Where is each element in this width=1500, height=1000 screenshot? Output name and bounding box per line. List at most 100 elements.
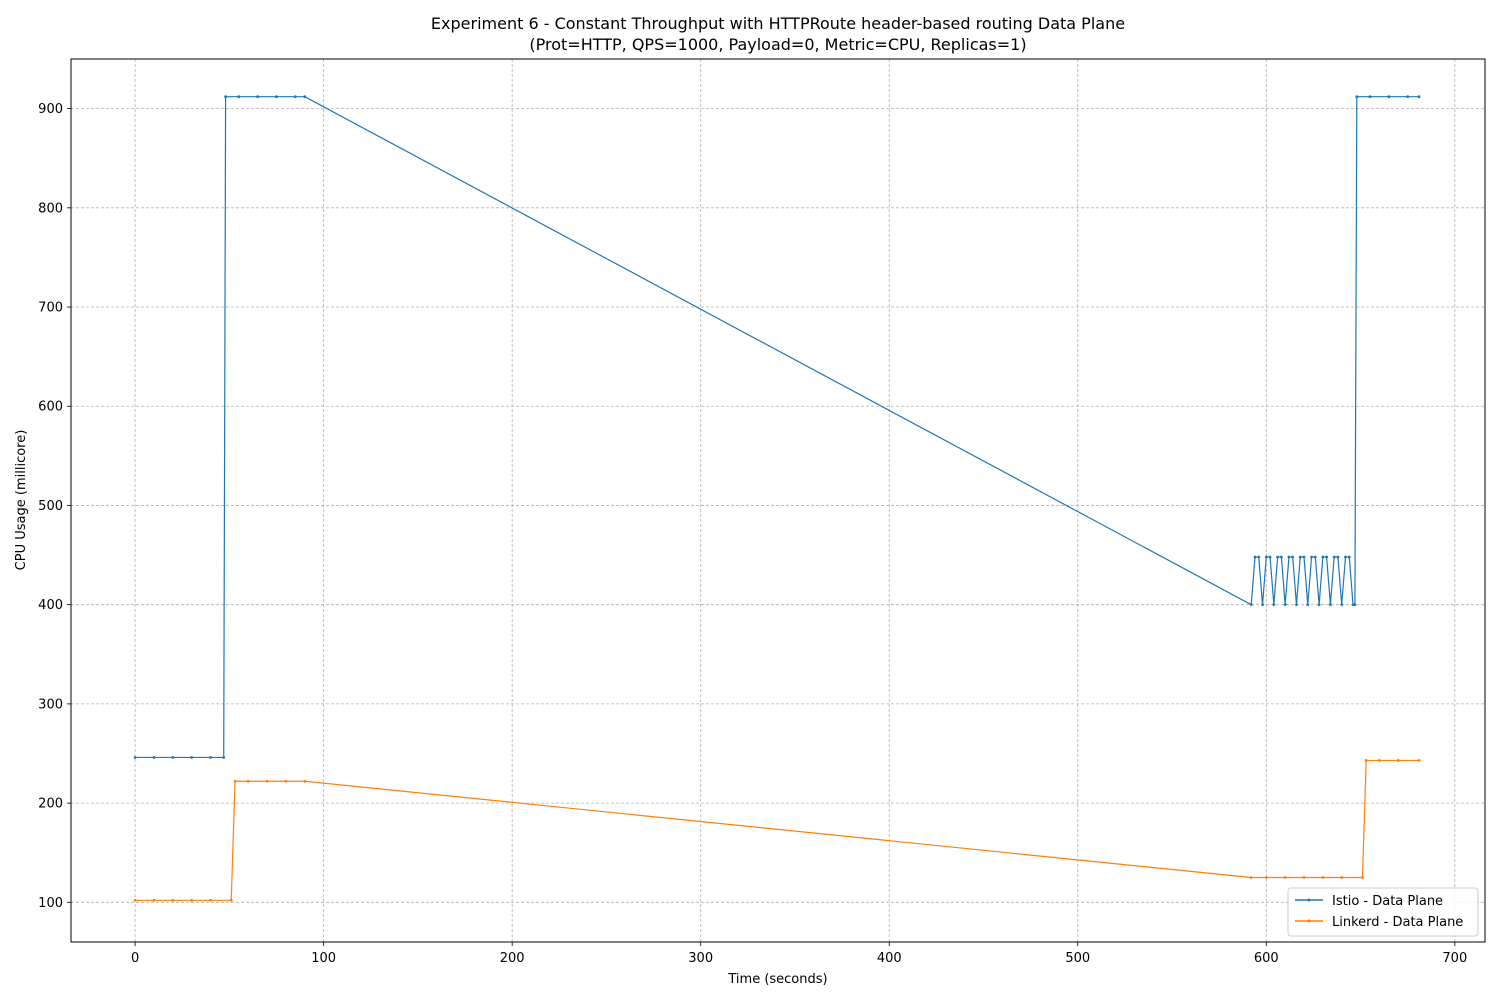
data-point <box>1291 555 1295 559</box>
chart-title: Experiment 6 - Constant Throughput with … <box>431 14 1125 33</box>
x-tick-label: 200 <box>500 951 525 966</box>
x-tick-label: 300 <box>688 951 713 966</box>
data-point <box>1340 603 1344 607</box>
data-point <box>237 95 241 99</box>
y-tick-label: 800 <box>38 201 63 216</box>
data-point <box>1268 555 1272 559</box>
x-tick-label: 500 <box>1065 951 1090 966</box>
data-point <box>1417 95 1421 99</box>
data-point <box>1329 603 1332 607</box>
data-point <box>1321 876 1325 879</box>
data-point <box>1276 555 1280 559</box>
data-point <box>1298 555 1302 559</box>
data-point <box>171 898 175 902</box>
data-point <box>1325 555 1329 559</box>
data-point <box>303 779 307 783</box>
y-tick-label: 200 <box>38 797 63 812</box>
data-point <box>233 779 237 783</box>
data-point <box>1336 555 1340 559</box>
data-point <box>1396 759 1400 762</box>
data-point <box>284 779 288 783</box>
data-point <box>1313 555 1317 559</box>
data-point <box>246 779 250 783</box>
data-point <box>1332 555 1336 559</box>
data-point <box>1378 759 1381 762</box>
data-point <box>209 898 212 902</box>
data-point <box>1406 95 1410 99</box>
x-tick-label: 0 <box>131 951 139 966</box>
data-point <box>275 95 278 99</box>
data-point <box>152 898 156 902</box>
data-point <box>256 95 260 99</box>
data-point <box>1283 603 1287 607</box>
data-point <box>1361 876 1364 879</box>
y-tick-label: 500 <box>38 499 63 514</box>
data-point <box>1287 555 1291 559</box>
data-point <box>1302 876 1306 879</box>
data-point <box>265 779 269 783</box>
x-tick-label: 100 <box>311 951 336 966</box>
y-tick-label: 300 <box>38 697 63 712</box>
y-tick-label: 900 <box>38 102 63 117</box>
data-point <box>1364 759 1368 762</box>
data-point <box>190 756 194 759</box>
legend-box <box>1287 887 1479 937</box>
data-point <box>1249 876 1253 879</box>
data-point <box>1302 555 1306 559</box>
data-point <box>1283 876 1287 879</box>
data-point <box>133 756 137 759</box>
data-point <box>222 756 226 759</box>
y-axis-label: CPU Usage (millicore) <box>14 430 29 571</box>
legend-marker-istio <box>1307 898 1311 902</box>
chart-subtitle: (Prot=HTTP, QPS=1000, Payload=0, Metric=… <box>529 35 1026 54</box>
data-point <box>1317 603 1321 607</box>
data-point <box>293 95 297 99</box>
y-tick-label: 100 <box>38 896 63 911</box>
data-point <box>1295 603 1298 607</box>
data-point <box>1344 555 1347 559</box>
y-tick-label: 400 <box>38 598 63 613</box>
legend-label-istio: Istio - Data Plane <box>1332 894 1443 909</box>
data-point <box>209 756 212 759</box>
data-point <box>1249 603 1253 607</box>
data-point <box>224 95 227 99</box>
legend-label-linkerd: Linkerd - Data Plane <box>1332 915 1463 930</box>
y-tick-label: 700 <box>38 301 63 316</box>
data-point <box>1272 603 1276 607</box>
series-line <box>135 96 1420 759</box>
data-point <box>1353 603 1357 607</box>
plot-area-frame <box>70 58 1486 943</box>
data-point <box>1264 876 1268 879</box>
x-tick-label: 600 <box>1254 951 1279 966</box>
data-point <box>1387 95 1391 99</box>
data-point <box>229 898 233 902</box>
x-axis-label: Time (seconds) <box>727 972 827 987</box>
data-point <box>133 898 137 902</box>
data-point <box>1279 555 1283 559</box>
data-point <box>1310 555 1313 559</box>
data-point <box>171 756 175 759</box>
data-point <box>152 756 156 759</box>
data-point <box>1253 555 1257 559</box>
grid <box>71 59 1485 942</box>
axis-ticks: 0 100 200 300 400 500 600 700 100 200 300 400 500 600… <box>38 102 1467 966</box>
data-point <box>1261 603 1264 607</box>
data-point <box>190 898 194 902</box>
x-tick-label: 700 <box>1442 951 1467 966</box>
y-tick-label: 600 <box>38 400 63 415</box>
series-group <box>133 95 1421 902</box>
data-point <box>1340 876 1344 879</box>
series-istio <box>133 95 1421 759</box>
legend: Istio - Data Plane Linkerd - Data Plane <box>1287 887 1479 937</box>
data-point <box>303 95 307 99</box>
data-point <box>1264 555 1268 559</box>
legend-marker-linkerd <box>1307 919 1311 923</box>
data-point <box>1417 759 1421 762</box>
series-line <box>135 759 1420 901</box>
data-point <box>1347 555 1351 559</box>
data-point <box>1306 603 1310 607</box>
x-tick-label: 400 <box>877 951 902 966</box>
data-point <box>1257 555 1261 559</box>
data-point <box>1355 95 1359 99</box>
